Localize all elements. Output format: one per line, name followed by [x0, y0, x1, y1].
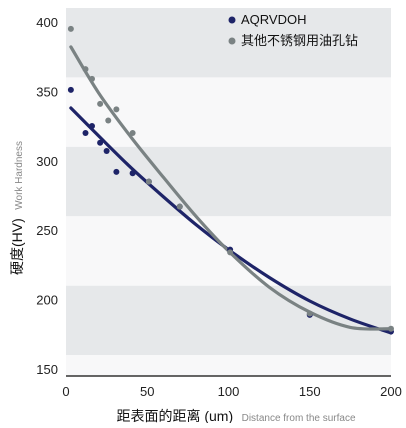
legend: AQRVDOH 其他不锈钢用油孔钻: [228, 12, 358, 48]
trend-line-other-drill: [69, 45, 393, 331]
data-point-aqrvdoh: [113, 168, 120, 175]
data-point-other-drill: [145, 178, 152, 185]
data-point-other-drill: [388, 325, 394, 332]
x-axis-label-main: 距表面的距离 (um): [116, 408, 233, 423]
y-tick-labels: 150 200 250 300 350 400: [36, 15, 58, 377]
x-axis-label: 距表面的距离 (um) Distance from the surface: [116, 408, 355, 423]
x-tick-label: 100: [218, 384, 240, 399]
x-tick-labels: 0 50 100 150 200: [62, 384, 401, 399]
x-tick-label: 200: [380, 384, 402, 399]
y-tick-label: 200: [36, 293, 58, 308]
x-tick-label: 50: [140, 384, 154, 399]
data-point-other-drill: [176, 203, 183, 210]
data-point-other-drill: [306, 310, 313, 317]
data-point-other-drill: [105, 117, 112, 124]
y-axis-label-sub: Work Hardness: [14, 141, 25, 210]
y-tick-label: 300: [36, 154, 58, 169]
data-points: [67, 25, 394, 335]
legend-marker: [228, 37, 236, 45]
data-point-other-drill: [89, 75, 95, 82]
y-tick-label: 350: [36, 84, 58, 99]
legend-label: 其他不锈钢用油孔钻: [241, 33, 358, 48]
data-point-aqrvdoh: [97, 139, 104, 146]
background-band: [66, 8, 391, 78]
data-point-other-drill: [113, 106, 120, 113]
data-point-aqrvdoh: [89, 123, 95, 130]
x-tick-label: 150: [299, 384, 321, 399]
data-point-other-drill: [97, 100, 104, 107]
background-bands: [66, 8, 391, 376]
y-tick-label: 150: [36, 362, 58, 377]
data-point-aqrvdoh: [129, 170, 136, 177]
data-point-other-drill: [67, 25, 74, 32]
background-band: [66, 77, 391, 147]
y-tick-label: 400: [36, 15, 58, 30]
x-tick-label: 0: [62, 384, 69, 399]
y-axis-label: 硬度(HV) Work Hardness: [9, 141, 26, 275]
data-point-other-drill: [82, 66, 89, 73]
background-band: [66, 355, 391, 376]
data-point-other-drill: [129, 129, 136, 136]
data-point-aqrvdoh: [82, 129, 89, 136]
x-axis-label-sub: Distance from the surface: [242, 413, 356, 423]
trend-line-aqrvdoh: [69, 106, 393, 335]
background-band: [66, 146, 391, 217]
y-axis-label-main: 硬度(HV): [9, 218, 25, 275]
y-tick-label: 250: [36, 223, 58, 238]
trend-lines: [69, 45, 393, 335]
data-point-other-drill: [227, 249, 234, 256]
legend-marker: [228, 16, 236, 24]
background-band: [66, 285, 391, 356]
data-point-aqrvdoh: [67, 86, 74, 93]
legend-label: AQRVDOH: [241, 12, 307, 27]
data-point-aqrvdoh: [103, 148, 110, 155]
